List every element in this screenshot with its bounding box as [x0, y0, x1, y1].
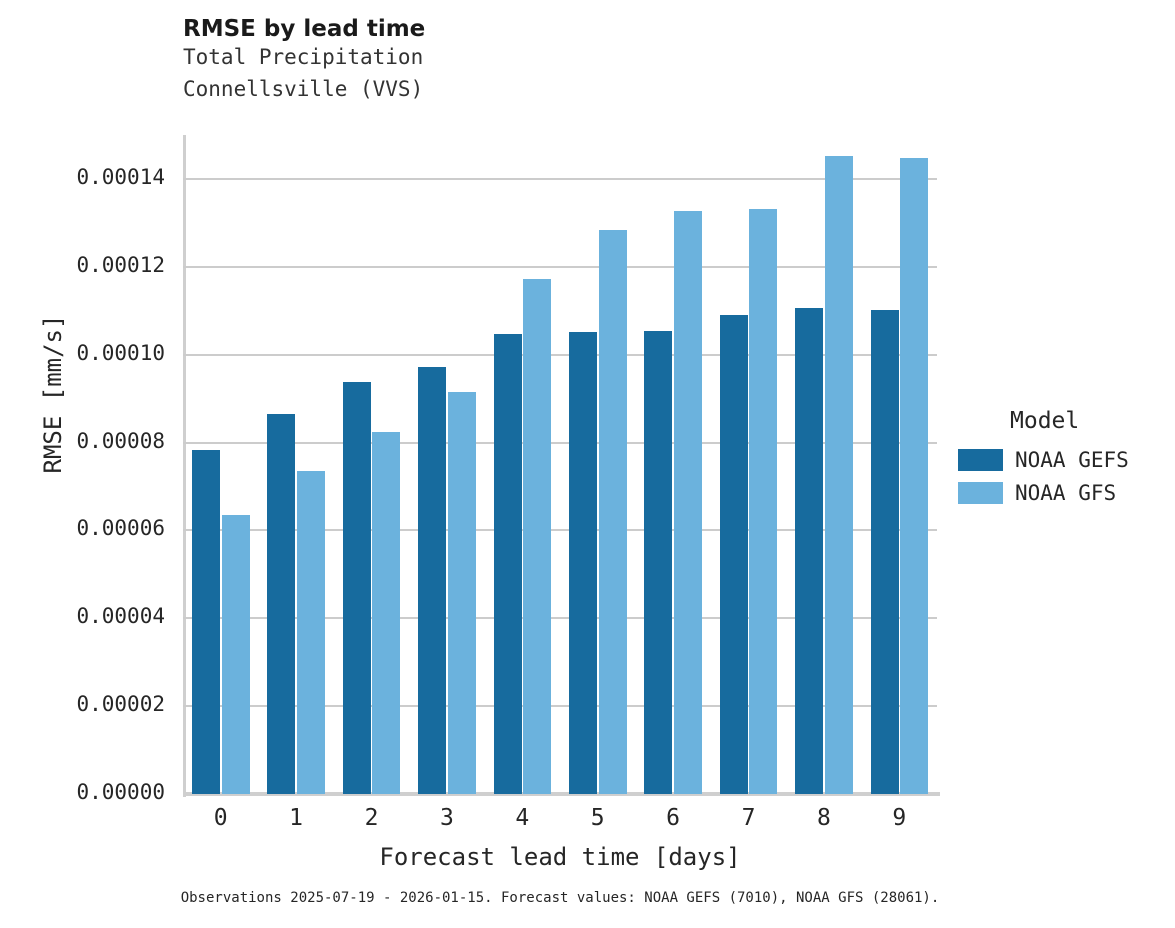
x-axis-tick-label: 4 — [515, 805, 530, 831]
x-axis-tick-label: 1 — [289, 805, 304, 831]
x-axis-tick-label: 5 — [590, 805, 605, 831]
y-axis-tick-label: 0.00006 — [76, 516, 165, 541]
bar-noaa-gfs-lead-0[interactable] — [221, 515, 250, 794]
y-axis-tick-label: 0.00014 — [76, 164, 165, 189]
bar-noaa-gfs-lead-2[interactable] — [372, 432, 401, 794]
bar-noaa-gfs-lead-3[interactable] — [447, 392, 476, 794]
bar-noaa-gfs-lead-7[interactable] — [749, 209, 778, 794]
chart-caption: Observations 2025-07-19 - 2026-01-15. Fo… — [180, 890, 940, 906]
bar-noaa-gefs-lead-9[interactable] — [870, 309, 899, 794]
gridline — [183, 265, 937, 268]
bar-noaa-gfs-lead-4[interactable] — [523, 279, 552, 794]
gridline — [183, 529, 937, 532]
y-axis-tick-label: 0.00002 — [76, 692, 165, 717]
legend-item-noaa-gefs[interactable]: NOAA GEFS — [958, 443, 1173, 476]
bar-noaa-gefs-lead-6[interactable] — [644, 330, 673, 794]
gridline — [183, 617, 937, 620]
legend-swatch-noaa-gefs — [958, 448, 1003, 471]
y-axis-tick-label: 0.00010 — [76, 340, 165, 365]
legend-label-noaa-gefs: NOAA GEFS — [1015, 447, 1129, 472]
plot-area — [183, 135, 937, 794]
legend-label-noaa-gfs: NOAA GFS — [1015, 480, 1117, 505]
gridline — [183, 353, 937, 356]
bar-noaa-gefs-lead-2[interactable] — [342, 381, 371, 794]
chart-subtitle-variable: Total Precipitation — [183, 45, 424, 70]
x-axis-tick-label: 7 — [741, 805, 756, 831]
y-axis-tick-label: 0.00004 — [76, 604, 165, 629]
legend-item-noaa-gfs[interactable]: NOAA GFS — [958, 476, 1173, 509]
bar-noaa-gefs-lead-3[interactable] — [418, 366, 447, 794]
bar-noaa-gfs-lead-9[interactable] — [900, 157, 929, 794]
chart-subtitle-location: Connellsville (VVS) — [183, 76, 424, 101]
y-axis-tick-label: 0.00012 — [76, 252, 165, 277]
bar-noaa-gefs-lead-7[interactable] — [719, 315, 748, 794]
x-axis-tick-label: 2 — [364, 805, 379, 831]
bar-noaa-gefs-lead-0[interactable] — [191, 450, 220, 794]
y-axis-spine — [183, 135, 186, 797]
bar-noaa-gfs-lead-5[interactable] — [598, 230, 627, 794]
x-axis-tick-label: 9 — [892, 805, 907, 831]
y-axis-tick-label: 0.00008 — [76, 428, 165, 453]
legend-swatch-noaa-gfs — [958, 481, 1003, 504]
x-axis-tick-label: 3 — [439, 805, 454, 831]
bar-noaa-gfs-lead-8[interactable] — [824, 156, 853, 794]
gridline — [183, 705, 937, 708]
x-axis-tick-label: 0 — [213, 805, 228, 831]
page-title: RMSE by lead time — [183, 16, 426, 42]
gridline — [183, 441, 937, 444]
gridline — [183, 177, 937, 180]
x-axis-spine — [183, 792, 940, 796]
x-axis-tick-label: 8 — [816, 805, 831, 831]
y-axis-tick-label: 0.00000 — [76, 780, 165, 804]
bar-noaa-gefs-lead-1[interactable] — [267, 413, 296, 794]
title-block: RMSE by lead time Total Precipitation Co… — [183, 16, 883, 105]
x-axis-tick-label: 6 — [666, 805, 681, 831]
x-axis-title: Forecast lead time [days] — [379, 843, 741, 871]
bar-noaa-gefs-lead-4[interactable] — [493, 333, 522, 794]
bar-noaa-gefs-lead-8[interactable] — [795, 307, 824, 794]
legend: Model NOAA GEFS NOAA GFS — [958, 408, 1173, 509]
bar-noaa-gfs-lead-6[interactable] — [673, 211, 702, 794]
y-axis-title: RMSE [mm/s] — [39, 314, 67, 474]
bar-noaa-gefs-lead-5[interactable] — [568, 332, 597, 794]
bar-noaa-gfs-lead-1[interactable] — [296, 471, 325, 794]
legend-title: Model — [1010, 408, 1080, 434]
